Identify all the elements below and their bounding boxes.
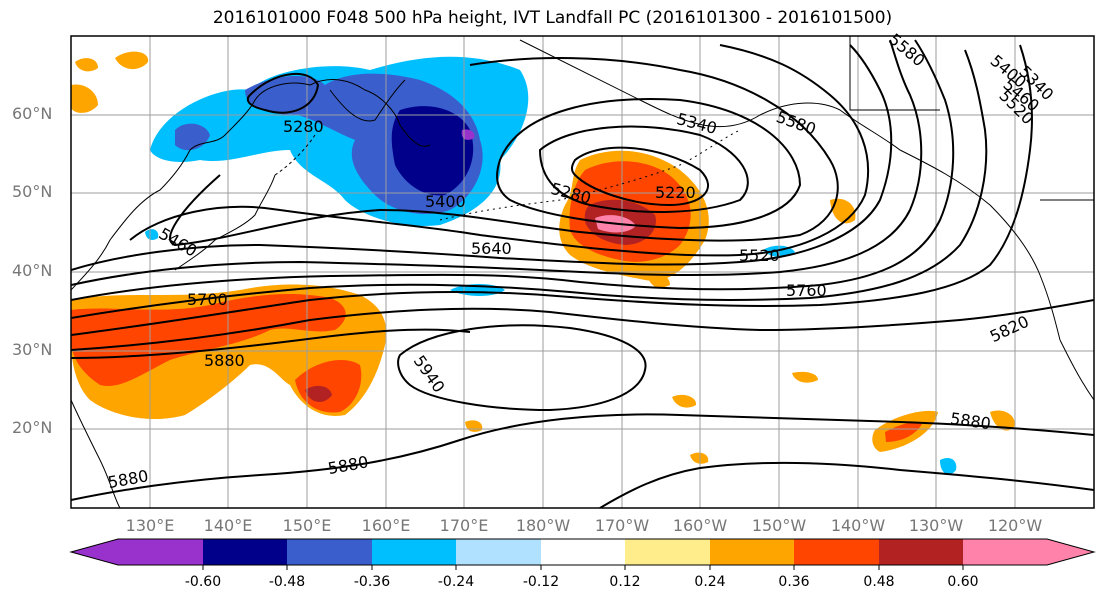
japan-coastline xyxy=(174,174,276,271)
lon-label-130e: 130°E xyxy=(125,516,175,535)
contour-label: 5280 xyxy=(283,117,324,136)
positive-ivt-small-4 xyxy=(990,410,1015,431)
colorbar xyxy=(69,538,1096,570)
lon-label-120w: 120°W xyxy=(987,516,1043,535)
positive-ivt-small-5 xyxy=(792,371,818,383)
contour-5400 xyxy=(169,57,839,247)
positive-ivt-small-8 xyxy=(75,58,98,72)
lon-label-140e: 140°E xyxy=(203,516,253,535)
colorbar-low-extension xyxy=(71,539,118,565)
contour-5880-upper xyxy=(71,328,471,359)
contour-5340 xyxy=(496,98,802,230)
coastlines xyxy=(71,36,1094,508)
lat-label-60n: 60°N xyxy=(12,104,53,123)
lon-label-130w: 130°W xyxy=(908,516,964,535)
lon-label-170e: 170°E xyxy=(439,516,489,535)
colorbar-tick-label: -0.36 xyxy=(353,574,391,590)
positive-ivt-small-6 xyxy=(690,452,709,464)
map-frame xyxy=(70,35,1095,509)
colorbar-tick-label: 0.12 xyxy=(609,574,641,590)
lon-label-170w: 170°W xyxy=(594,516,650,535)
positive-ivt-small-3 xyxy=(885,422,922,442)
contour-label: 5700 xyxy=(187,290,228,309)
contour-labels: 5280 5220 5340 5400 5460 5520 5580 5640 … xyxy=(106,30,1057,492)
positive-ivt-region-west-core xyxy=(71,294,346,386)
colorbar-tick-label: 0.48 xyxy=(863,574,895,590)
map-title: 2016101000 F048 500 hPa height, IVT Land… xyxy=(212,8,893,28)
positive-ivt-region-east-core xyxy=(305,385,332,402)
colorbar-bin xyxy=(541,539,625,565)
negative-ivt-small-3 xyxy=(940,458,957,475)
colorbar-bin xyxy=(456,539,541,565)
contour-5520 xyxy=(71,44,893,271)
lon-label-140w: 140°W xyxy=(830,516,886,535)
colorbar-bin xyxy=(203,539,287,565)
coast-box xyxy=(849,36,940,111)
lon-label-150e: 150°E xyxy=(282,516,332,535)
contour-label: 5880 xyxy=(204,351,245,370)
contour-5220-central xyxy=(571,146,710,207)
colorbar-bin xyxy=(118,539,203,565)
lon-label-150w: 150°W xyxy=(751,516,807,535)
contour-5280-central xyxy=(538,125,749,213)
colorbar-bin xyxy=(372,539,456,565)
colorbar-tick-label: -0.48 xyxy=(268,574,306,590)
negative-ivt-region-north-peak xyxy=(461,129,475,140)
lon-label-180w: 180°W xyxy=(515,516,571,535)
contour-5940 xyxy=(397,324,647,412)
california-coastline xyxy=(1059,339,1094,401)
colorbar-high-extension xyxy=(1047,539,1094,565)
contour-5280-west xyxy=(246,72,320,114)
colorbar-tick-label: -0.60 xyxy=(184,574,222,590)
contour-5760 xyxy=(71,44,1033,336)
negative-ivt-small-4 xyxy=(145,229,159,240)
colorbar-bin xyxy=(287,539,372,565)
colorbar-bin xyxy=(710,539,794,565)
colorbar-tick-label: 0.36 xyxy=(778,574,810,590)
contour-5880-lower xyxy=(71,413,1094,501)
colorbar-tick-label: -0.12 xyxy=(522,574,560,590)
contour-5820 xyxy=(71,299,1094,351)
contour-label: 5520 xyxy=(739,246,780,265)
lat-label-20n: 20°N xyxy=(12,418,53,437)
lat-label-50n: 50°N xyxy=(12,182,53,201)
colorbar-bin xyxy=(963,539,1047,565)
colorbar-bin xyxy=(625,539,710,565)
lon-label-160e: 160°E xyxy=(361,516,411,535)
contour-5640 xyxy=(71,39,955,301)
negative-ivt-region-north-core xyxy=(391,106,474,196)
positive-ivt-small-10 xyxy=(71,84,98,113)
contour-5880-south xyxy=(599,461,1094,508)
contour-5700 xyxy=(71,49,988,319)
positive-ivt-small-7 xyxy=(672,394,697,408)
colorbar-bin xyxy=(794,539,879,565)
positive-ivt-small-9 xyxy=(115,51,149,70)
colorbar-tick-label: 0.60 xyxy=(947,574,979,590)
height-contours xyxy=(71,39,1094,508)
colorbar-outline xyxy=(69,538,1096,566)
colorbar-tick-label: 0.24 xyxy=(694,574,726,590)
colorbar-tick-label: -0.24 xyxy=(437,574,475,590)
contour-5580 xyxy=(71,39,923,286)
lon-label-160w: 160°W xyxy=(672,516,728,535)
colorbar-bin xyxy=(879,539,963,565)
lat-label-40n: 40°N xyxy=(12,261,53,280)
east-asia-coastline xyxy=(71,399,121,508)
lat-label-30n: 30°N xyxy=(12,340,53,359)
aleutian-chain xyxy=(439,129,741,221)
contour-label: 5640 xyxy=(471,239,512,258)
kamchatka-coastline xyxy=(329,79,406,122)
contour-5460 xyxy=(129,44,870,257)
positive-ivt-small-12 xyxy=(648,274,670,288)
contour-label: 5400 xyxy=(425,192,466,211)
asia-coastline xyxy=(71,79,431,291)
contour-label: 5760 xyxy=(786,281,827,300)
contour-label: 5220 xyxy=(655,183,696,202)
